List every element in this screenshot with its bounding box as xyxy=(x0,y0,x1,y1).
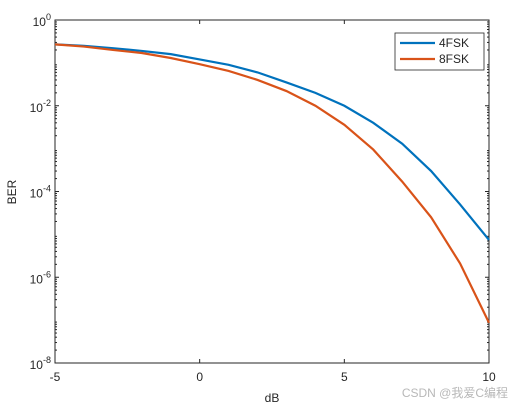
legend-label: 4FSK xyxy=(439,36,469,50)
y-tick-label: 10-4 xyxy=(30,184,51,201)
legend-box xyxy=(394,32,485,71)
x-axis-label: dB xyxy=(265,391,280,405)
y-tick-label: 10-2 xyxy=(30,98,51,115)
x-tick-label: 10 xyxy=(482,370,496,384)
watermark: CSDN @我爱C编程 xyxy=(402,385,508,400)
series-line xyxy=(54,43,490,324)
x-tick-label: 5 xyxy=(341,370,348,384)
x-tick-label: 0 xyxy=(196,370,203,384)
legend-label: 8FSK xyxy=(439,52,469,66)
y-tick-label: 10-6 xyxy=(30,269,51,286)
y-tick-label: 100 xyxy=(33,12,51,29)
series-line xyxy=(54,43,490,241)
x-tick-label: -5 xyxy=(50,370,61,384)
y-axis-label: BER xyxy=(5,179,19,204)
y-tick-label: 10-8 xyxy=(30,355,51,372)
plot-area xyxy=(54,19,490,364)
